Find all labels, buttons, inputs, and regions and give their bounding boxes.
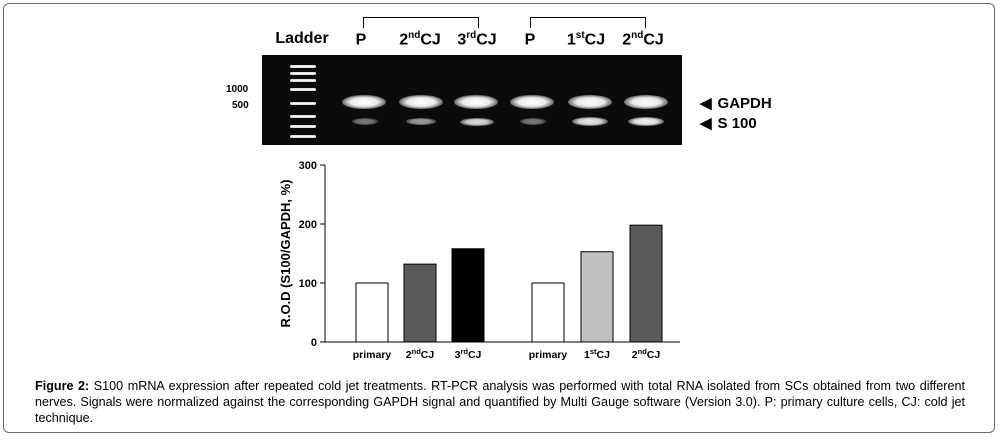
gapdh-band (399, 95, 443, 109)
y-tick-label: 300 (299, 160, 317, 172)
ladder-band (290, 65, 316, 68)
y-axis-label: R.O.D (S100/GAPDH, %) (278, 179, 293, 327)
lane-label: 2ndCJ (622, 30, 664, 49)
ladder-band (290, 88, 316, 91)
s100-band (406, 118, 436, 125)
ladder-label: Ladder (275, 30, 329, 47)
x-tick-label: primary (529, 349, 568, 361)
figure-caption: Figure 2: S100 mRNA expression after rep… (35, 378, 965, 426)
s100-label: ◀ S 100 (700, 115, 757, 132)
ladder-band (290, 135, 316, 138)
y-tick-label: 100 (299, 278, 317, 290)
bar (355, 282, 389, 343)
x-tick-label: primary (353, 349, 392, 361)
figure-frame (3, 3, 995, 433)
x-tick-label: 2ndCJ (406, 347, 435, 361)
y-tick-label: 0 (311, 337, 317, 349)
size-marker-1000: 1000 (226, 84, 249, 95)
lane-label: 3rdCJ (457, 30, 497, 49)
lane-label: P (524, 31, 536, 49)
s100-band (460, 118, 494, 126)
ladder-band (290, 72, 316, 75)
x-tick-label: 3rdCJ (455, 347, 482, 361)
s100-band (352, 118, 378, 125)
bar (451, 248, 485, 343)
lane-label: P (355, 31, 367, 49)
ladder-band (290, 125, 316, 128)
x-tick-label: 1stCJ (584, 347, 610, 361)
ladder-band (290, 102, 316, 105)
bar (531, 282, 565, 343)
size-marker-500: 500 (232, 100, 249, 111)
lane-label: 1stCJ (566, 30, 606, 49)
s100-band (572, 117, 608, 126)
bar (629, 224, 663, 343)
gapdh-band (568, 95, 612, 109)
bracket-group-2 (530, 17, 646, 28)
s100-band (520, 118, 546, 125)
lane-label: 2ndCJ (399, 30, 441, 49)
caption-text: S100 mRNA expression after repeated cold… (35, 379, 966, 425)
gapdh-band (342, 95, 386, 109)
x-tick-label: 2ndCJ (632, 347, 661, 361)
arrow-left-icon: ◀ (700, 115, 712, 132)
caption-label: Figure 2: (35, 379, 90, 393)
bar (403, 263, 437, 343)
bar (580, 251, 614, 343)
gapdh-band (454, 95, 498, 109)
y-tick-label: 200 (299, 219, 317, 231)
gel-image (262, 55, 682, 145)
gapdh-band (624, 95, 668, 109)
arrow-left-icon: ◀ (700, 95, 712, 112)
ladder-band (290, 79, 316, 82)
gapdh-label: ◀ GAPDH (700, 95, 772, 112)
ladder-band (290, 115, 316, 118)
gapdh-band (510, 95, 554, 109)
s100-band (628, 117, 664, 126)
bracket-group-1 (363, 17, 479, 28)
